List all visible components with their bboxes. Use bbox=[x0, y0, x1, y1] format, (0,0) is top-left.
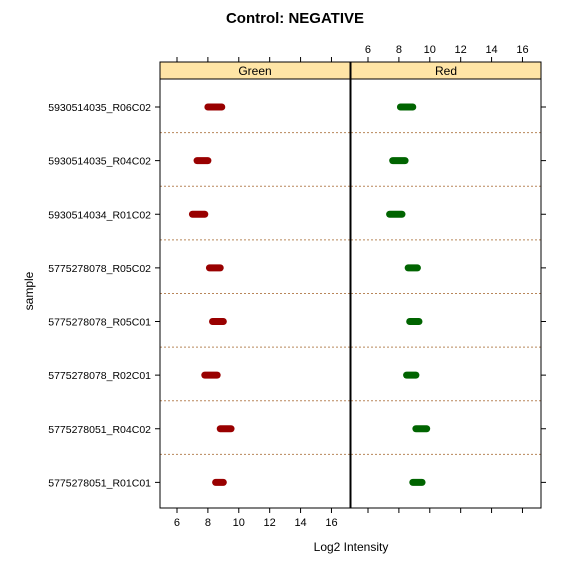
category-label: 5775278078_R02C01 bbox=[48, 370, 151, 382]
category-label: 5775278051_R01C01 bbox=[48, 477, 151, 489]
chart-title: Control: NEGATIVE bbox=[226, 10, 364, 27]
x-tick-label: 10 bbox=[424, 44, 436, 56]
category-label: 5930514035_R04C02 bbox=[48, 156, 151, 168]
panels: Green 6 8 10 12 14 16 Red 6 8 10 12 14 16 bbox=[160, 44, 541, 529]
x-tick-label: 8 bbox=[205, 517, 211, 529]
strip-label-red: Red bbox=[435, 64, 457, 78]
category-label: 5775278078_R05C02 bbox=[48, 263, 151, 275]
x-axis-label: Log2 Intensity bbox=[314, 540, 389, 554]
x-tick-label: 6 bbox=[174, 517, 180, 529]
strip-label-green: Green bbox=[238, 64, 271, 78]
x-tick-label: 16 bbox=[516, 44, 528, 56]
y-axis-label: sample bbox=[22, 271, 36, 310]
x-tick-label: 14 bbox=[485, 44, 497, 56]
category-label: 5775278051_R04C02 bbox=[48, 424, 151, 436]
category-label: 5775278078_R05C01 bbox=[48, 317, 151, 329]
panel-green: Green 6 8 10 12 14 16 bbox=[160, 57, 350, 529]
category-label: 5930514034_R01C02 bbox=[48, 209, 151, 221]
category-labels: 5930514035_R06C02 5930514035_R04C02 593051… bbox=[48, 102, 546, 489]
x-tick-label: 12 bbox=[264, 517, 276, 529]
x-tick-label: 16 bbox=[325, 517, 337, 529]
x-tick-label: 12 bbox=[455, 44, 467, 56]
x-tick-label: 14 bbox=[294, 517, 306, 529]
category-label: 5930514035_R06C02 bbox=[48, 102, 151, 114]
panel-red: Red 6 8 10 12 14 16 bbox=[351, 44, 541, 513]
x-tick-label: 6 bbox=[365, 44, 371, 56]
x-tick-label: 8 bbox=[396, 44, 402, 56]
x-tick-label: 10 bbox=[233, 517, 245, 529]
